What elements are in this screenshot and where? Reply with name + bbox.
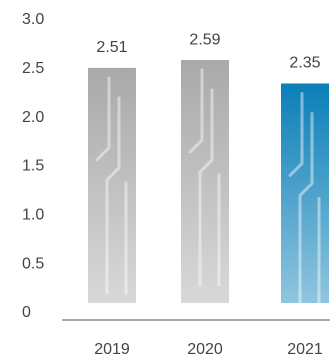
y-tick-label: 2.5 xyxy=(22,60,44,77)
y-tick-label: 0.5 xyxy=(22,255,44,272)
bar-shade xyxy=(88,67,136,304)
circuit-line xyxy=(105,96,121,295)
circuit-line xyxy=(288,91,304,177)
value-label: 2.35 xyxy=(289,55,320,72)
circuit-line xyxy=(298,111,314,310)
circuit-line xyxy=(198,88,214,287)
y-tick-label: 3.0 xyxy=(22,11,44,28)
circuit-line xyxy=(95,76,111,162)
x-tick-label: 2019 xyxy=(94,341,130,358)
y-tick-label: 1.5 xyxy=(22,158,44,175)
bar-shade xyxy=(181,60,229,303)
value-label: 2.51 xyxy=(96,39,127,56)
y-tick-label: 2.0 xyxy=(22,109,44,126)
y-tick-label: 0 xyxy=(22,304,31,321)
x-tick-label: 2021 xyxy=(287,341,323,358)
y-tick-label: 1.0 xyxy=(22,207,44,224)
value-label: 2.59 xyxy=(189,31,220,48)
circuit-line xyxy=(188,68,204,154)
x-tick-label: 2020 xyxy=(187,341,223,358)
bar-shade xyxy=(281,83,329,303)
